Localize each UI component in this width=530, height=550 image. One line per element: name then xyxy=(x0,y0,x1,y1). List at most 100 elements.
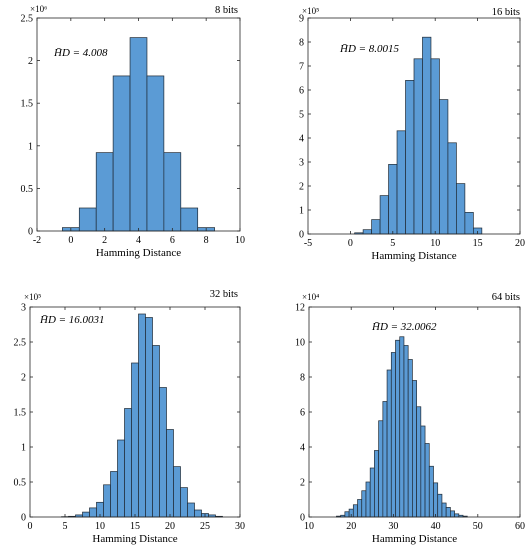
histogram-bar xyxy=(412,380,417,518)
y-tick-label: 2 xyxy=(21,373,26,384)
histogram-bar xyxy=(173,466,181,518)
x-tick-label: 50 xyxy=(473,521,483,532)
histogram-bar xyxy=(362,229,372,235)
y-tick-label: 7 xyxy=(299,62,304,73)
y-tick-label: 1.5 xyxy=(14,408,27,419)
y-tick-label: 2 xyxy=(299,182,304,193)
x-tick-label: 8 xyxy=(204,235,209,246)
histogram-bar xyxy=(146,75,165,232)
histogram-bar xyxy=(371,219,381,235)
x-axis-label: Hamming Distance xyxy=(96,247,181,259)
y-tick-label: 1 xyxy=(21,443,26,454)
histogram-bar xyxy=(82,511,90,518)
histogram-bar xyxy=(422,36,432,235)
panel-title: 32 bits xyxy=(210,289,238,300)
histogram-bar xyxy=(416,406,422,518)
y-tick-label: 0.5 xyxy=(14,478,27,489)
y-tick-label: 0 xyxy=(300,513,305,524)
mean-hamming-distance-label: H̄D = 32.0062 xyxy=(371,321,437,333)
histogram-bar xyxy=(441,502,447,518)
histogram-bar xyxy=(379,195,389,235)
histogram-bar xyxy=(433,482,439,518)
x-tick-label: 40 xyxy=(431,521,441,532)
x-axis-label: Hamming Distance xyxy=(371,250,456,262)
mean-hamming-distance-label: H̄D = 8.0015 xyxy=(339,43,400,55)
y-axis-exponent-label: ×10⁵ xyxy=(24,292,41,302)
histogram-bar xyxy=(407,359,413,518)
histogram-bar xyxy=(464,212,474,235)
x-tick-label: 20 xyxy=(515,238,525,249)
y-axis-exponent-label: ×10⁵ xyxy=(302,6,319,16)
histogram-bar xyxy=(405,80,415,235)
histogram-bar xyxy=(428,465,434,518)
histogram-bar xyxy=(396,130,406,235)
x-tick-label: 60 xyxy=(515,521,525,532)
histogram-bar xyxy=(420,425,426,518)
y-tick-label: 12 xyxy=(295,303,305,314)
histogram-bar xyxy=(129,37,148,232)
histogram-bar xyxy=(159,387,167,518)
panel-title: 8 bits xyxy=(215,5,238,16)
y-tick-label: 1.5 xyxy=(21,99,34,110)
histogram-bar xyxy=(445,507,451,518)
histogram-bar xyxy=(388,164,398,235)
x-tick-label: -5 xyxy=(304,238,312,249)
x-tick-label: 0 xyxy=(28,521,33,532)
x-tick-label: 2 xyxy=(102,235,107,246)
x-tick-label: 10 xyxy=(235,235,245,246)
histogram-bar xyxy=(357,499,363,518)
histogram-bar xyxy=(369,467,375,518)
x-tick-label: 30 xyxy=(388,521,398,532)
y-tick-label: 2.5 xyxy=(21,14,34,25)
histogram-bar xyxy=(382,401,388,518)
histogram-bar xyxy=(180,207,199,232)
x-tick-label: 0 xyxy=(348,238,353,249)
histogram-bar xyxy=(430,58,440,235)
histogram-bar xyxy=(395,339,401,518)
x-tick-label: 20 xyxy=(165,521,175,532)
y-axis-exponent-label: ×10⁶ xyxy=(30,4,47,14)
x-axis-label: Hamming Distance xyxy=(372,533,457,545)
x-tick-label: -2 xyxy=(33,235,41,246)
histogram-bar xyxy=(454,513,460,518)
y-tick-label: 2 xyxy=(300,478,305,489)
y-axis-exponent-label: ×10⁴ xyxy=(302,292,319,302)
histogram-bar xyxy=(365,481,371,518)
y-tick-label: 8 xyxy=(299,38,304,49)
histogram-bar xyxy=(89,507,97,518)
histogram-bar xyxy=(194,509,202,518)
x-tick-label: 15 xyxy=(473,238,483,249)
histogram-bar xyxy=(112,75,131,232)
histogram-bar xyxy=(386,369,392,518)
histogram-bar xyxy=(450,510,455,518)
histogram-bar xyxy=(138,313,146,518)
x-tick-label: 0 xyxy=(68,235,73,246)
y-tick-label: 10 xyxy=(295,338,305,349)
y-tick-label: 5 xyxy=(299,110,304,121)
y-tick-label: 3 xyxy=(299,158,304,169)
y-tick-label: 2 xyxy=(28,56,33,67)
histogram-bar xyxy=(399,336,405,518)
y-tick-label: 3 xyxy=(21,303,26,314)
histogram-bar xyxy=(374,450,379,518)
y-tick-label: 1 xyxy=(299,206,304,217)
x-tick-label: 25 xyxy=(200,521,210,532)
histogram-bar xyxy=(424,443,430,518)
x-tick-label: 5 xyxy=(390,238,395,249)
histogram-bar xyxy=(352,504,358,518)
histogram-bar xyxy=(187,502,195,518)
mean-hamming-distance-label: H̄D = 16.0031 xyxy=(39,314,105,326)
histogram-panel-4: 10 20 30 40 50 60 0 2 4 6 8 10 12 Hamming Distance 64 … xyxy=(295,292,525,545)
x-tick-label: 30 xyxy=(235,521,245,532)
x-tick-label: 20 xyxy=(346,521,356,532)
histogram-bar xyxy=(378,420,384,518)
y-tick-label: 0 xyxy=(21,513,26,524)
plot-frame xyxy=(307,17,521,235)
x-tick-label: 10 xyxy=(304,521,314,532)
histogram-bar xyxy=(152,345,160,518)
x-tick-label: 15 xyxy=(130,521,140,532)
histogram-bar xyxy=(78,207,97,232)
histogram-bar xyxy=(390,352,396,518)
